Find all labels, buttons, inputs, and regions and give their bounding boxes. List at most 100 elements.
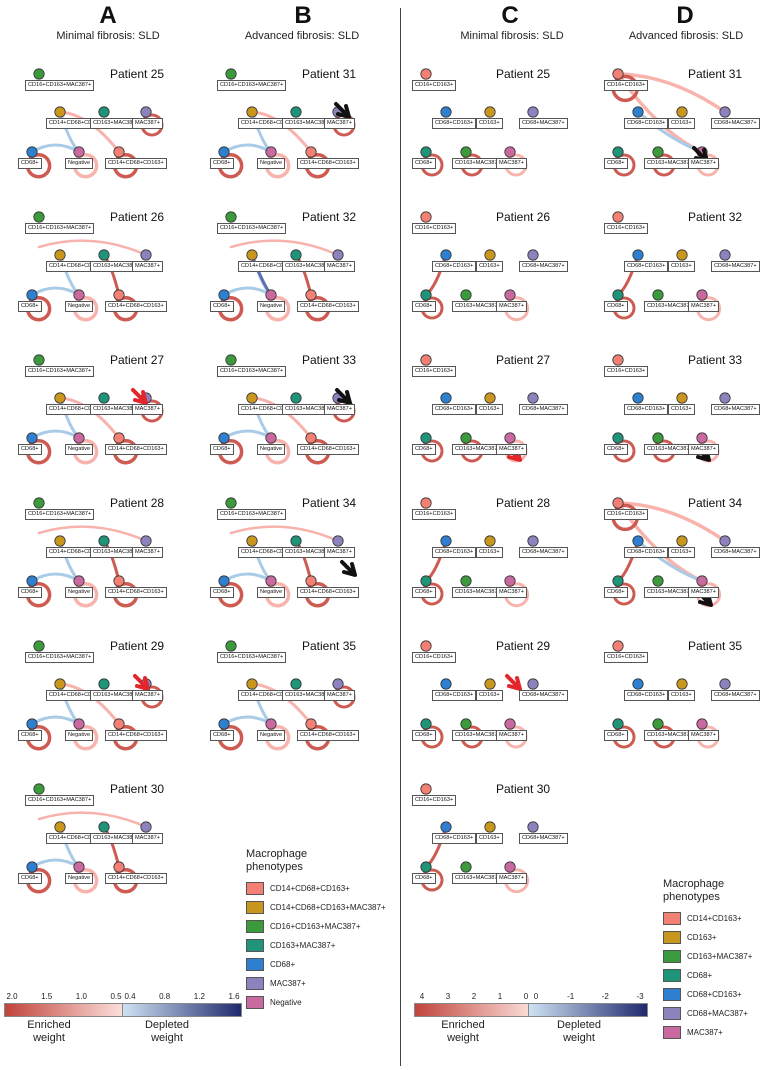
scale-tick-label: 0.8 <box>159 992 171 1001</box>
legend-label: Negative <box>270 998 302 1007</box>
node-label: CD163+ <box>476 690 503 701</box>
phenotype-node <box>719 106 731 118</box>
node-label: CD14+CD68+CD163+ <box>105 444 167 455</box>
node-label: MAC387+ <box>132 404 164 415</box>
interaction-edge <box>30 715 81 726</box>
legend-swatch <box>246 958 264 971</box>
scale-tick-label: -1 <box>567 992 575 1001</box>
phenotype-node <box>504 289 516 301</box>
node-label: MAC387+ <box>324 690 356 701</box>
legend-item: CD14+CD163+ <box>663 909 772 928</box>
node-label: CD68+ <box>412 301 436 312</box>
phenotype-node <box>33 354 45 366</box>
phenotype-node <box>719 535 731 547</box>
node-label: CD16+CD163+ <box>604 509 649 520</box>
node-label: Negative <box>257 444 286 455</box>
node-label: CD68+ <box>210 158 234 169</box>
phenotype-node <box>225 354 237 366</box>
phenotype-node <box>246 106 258 118</box>
phenotype-node <box>504 718 516 730</box>
node-label: CD14+CD68+CD163+ <box>297 158 359 169</box>
node-label: CD68+MAC387+ <box>711 404 760 415</box>
phenotype-node <box>26 432 38 444</box>
node-label: Negative <box>257 730 286 741</box>
patient-label: Patient 29 <box>496 639 551 653</box>
phenotype-node <box>484 392 496 404</box>
phenotype-node <box>265 432 277 444</box>
node-label: MAC387+ <box>688 587 720 598</box>
legend-label: MAC387+ <box>270 979 306 988</box>
legend-item: Negative <box>246 993 386 1012</box>
legend-swatch <box>246 882 264 895</box>
phenotype-node <box>225 68 237 80</box>
depleted-colorbar <box>122 1003 242 1017</box>
legend-item: CD163+ <box>663 928 772 947</box>
phenotype-node <box>420 146 432 158</box>
highlight-arrow-icon <box>340 560 357 577</box>
phenotype-node <box>420 211 432 223</box>
interaction-edge <box>30 572 81 583</box>
phenotype-node <box>218 289 230 301</box>
node-label: CD163+ <box>476 404 503 415</box>
node-label: CD16+CD163+ <box>412 795 457 806</box>
node-label: CD16+CD163+MAC387+ <box>25 509 95 520</box>
phenotype-node <box>113 575 125 587</box>
legend-right: Macrophage phenotypes CD14+CD163+ CD163+ C… <box>663 878 772 1042</box>
phenotype-node <box>612 211 624 223</box>
node-label: Negative <box>65 158 94 169</box>
depleted-colorbar <box>528 1003 648 1017</box>
interaction-edge <box>30 429 81 440</box>
interaction-edge <box>37 239 148 257</box>
phenotype-node <box>420 718 432 730</box>
patient-label: Patient 25 <box>110 67 165 81</box>
panel-subtitle-c: Minimal fibrosis: SLD <box>460 30 564 42</box>
legend-item: CD68+ <box>663 966 772 985</box>
phenotype-node <box>420 575 432 587</box>
legend-swatch <box>246 977 264 990</box>
phenotype-node <box>98 535 110 547</box>
node-label: MAC387+ <box>688 301 720 312</box>
node-label: CD16+CD163+MAC387+ <box>217 509 287 520</box>
interaction-edge <box>636 539 704 583</box>
node-label: CD16+CD163+MAC387+ <box>25 652 95 663</box>
patient-label: Patient 26 <box>110 210 165 224</box>
node-label: MAC387+ <box>688 730 720 741</box>
phenotype-node <box>218 718 230 730</box>
scale-tick-label: 2 <box>471 992 477 1001</box>
node-label: CD68+CD163+ <box>624 547 669 558</box>
node-label: CD16+CD163+ <box>412 509 457 520</box>
node-label: CD163+ <box>476 118 503 129</box>
patient-label: Patient 28 <box>496 496 551 510</box>
node-label: CD16+CD163+ <box>412 80 457 91</box>
scale-right-enriched: 4 3 2 1 0 Enriched weight <box>414 992 534 1045</box>
phenotype-node <box>696 718 708 730</box>
node-label: CD68+ <box>604 587 628 598</box>
patient-label: Patient 26 <box>496 210 551 224</box>
highlight-arrow-icon <box>505 674 522 691</box>
node-label: CD16+CD163+MAC387+ <box>25 795 95 806</box>
scale-ticks: 4 3 2 1 0 <box>414 992 534 1003</box>
node-label: Negative <box>65 730 94 741</box>
node-label: CD163+ <box>668 118 695 129</box>
node-label: CD68+ <box>210 301 234 312</box>
patient-label: Patient 32 <box>688 210 743 224</box>
node-label: CD68+ <box>412 444 436 455</box>
phenotype-node <box>612 640 624 652</box>
legend-label: CD163+ <box>687 933 717 942</box>
legend-item: CD163+MAC387+ <box>663 947 772 966</box>
patient-label: Patient 30 <box>110 782 165 796</box>
scale-tick-label: 0 <box>533 992 539 1001</box>
phenotype-node <box>54 106 66 118</box>
phenotype-node <box>612 432 624 444</box>
interaction-edge <box>37 811 148 829</box>
phenotype-node <box>440 249 452 261</box>
phenotype-node <box>676 106 688 118</box>
phenotype-node <box>73 146 85 158</box>
scale-title: Depleted weight <box>556 1019 602 1044</box>
node-label: CD68+CD163+ <box>432 118 477 129</box>
phenotype-node <box>73 432 85 444</box>
node-label: Negative <box>65 301 94 312</box>
patient-label: Patient 31 <box>302 67 357 81</box>
legend-item: CD68+ <box>246 955 386 974</box>
phenotype-node <box>225 640 237 652</box>
